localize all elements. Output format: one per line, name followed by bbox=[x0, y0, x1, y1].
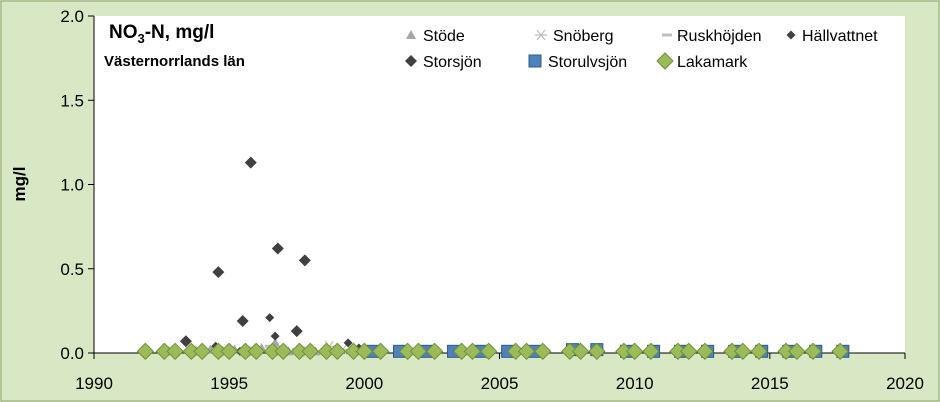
data-point bbox=[271, 242, 284, 255]
x-tick-label: 1995 bbox=[210, 374, 248, 393]
data-point bbox=[625, 342, 644, 361]
x-tick-label: 2015 bbox=[751, 374, 789, 393]
data-point bbox=[274, 342, 292, 361]
data-point bbox=[166, 342, 184, 361]
data-point bbox=[136, 342, 155, 361]
legend-label: Snöberg bbox=[553, 28, 614, 45]
data-point bbox=[734, 342, 752, 361]
legend-label: Hällvattnet bbox=[802, 28, 878, 45]
legend-item: Stöde bbox=[406, 28, 465, 45]
legend-item: Lakamark bbox=[656, 52, 748, 71]
data-point bbox=[298, 254, 311, 267]
chart-title: NO3-N, mg/l bbox=[109, 22, 214, 46]
x-tick-label: 2005 bbox=[481, 374, 519, 393]
data-point bbox=[588, 342, 606, 361]
series-4 bbox=[179, 156, 311, 348]
legend-marker bbox=[528, 54, 542, 68]
data-point bbox=[355, 342, 374, 361]
data-point bbox=[642, 342, 660, 361]
data-point bbox=[193, 342, 211, 361]
data-point bbox=[680, 342, 698, 361]
data-point bbox=[409, 342, 428, 361]
data-point bbox=[425, 342, 444, 361]
legend-label: Stöde bbox=[423, 28, 465, 45]
data-point bbox=[831, 342, 849, 361]
data-point bbox=[463, 342, 482, 361]
legend-marker bbox=[535, 29, 547, 41]
legend: Stöde Snöberg Ruskhöjden Hällvattnet Storsjö… bbox=[405, 28, 878, 71]
data-point bbox=[571, 342, 590, 361]
data-point bbox=[247, 342, 265, 361]
series-6 bbox=[136, 342, 849, 361]
legend-label: Storsjön bbox=[423, 54, 482, 71]
y-tick-label: 1.0 bbox=[60, 176, 84, 195]
x-tick-label: 1990 bbox=[75, 374, 113, 393]
data-point bbox=[179, 335, 192, 348]
x-tick-label: 2000 bbox=[345, 374, 383, 393]
legend-label: Storulvsjön bbox=[548, 54, 627, 71]
y-tick-label: 1.5 bbox=[60, 91, 84, 110]
data-point bbox=[270, 331, 280, 341]
data-point bbox=[804, 342, 822, 361]
data-point bbox=[371, 342, 390, 361]
data-point bbox=[517, 342, 536, 361]
legend-marker bbox=[656, 52, 674, 70]
y-axis-label: mg/l bbox=[10, 167, 29, 202]
data-point bbox=[534, 342, 552, 361]
data-point bbox=[750, 342, 768, 361]
data-point bbox=[220, 342, 238, 361]
x-tick-label: 2020 bbox=[886, 374, 924, 393]
y-tick-label: 2.0 bbox=[60, 7, 84, 26]
legend-item: Storsjön bbox=[405, 54, 482, 71]
data-point bbox=[343, 338, 353, 348]
legend-label: Lakamark bbox=[677, 54, 748, 71]
x-tick-label: 2010 bbox=[616, 374, 654, 393]
legend-item: Storulvsjön bbox=[528, 54, 627, 71]
data-point bbox=[265, 313, 275, 323]
legend-marker bbox=[662, 33, 672, 37]
data-point bbox=[301, 342, 319, 361]
data-points bbox=[136, 156, 850, 361]
chart-subtitle: Västernorrlands län bbox=[104, 53, 245, 70]
data-point bbox=[236, 314, 249, 327]
x-axis-ticks: 1990 1995 2000 2005 2010 2015 2020 bbox=[75, 353, 924, 393]
data-point bbox=[244, 156, 257, 169]
legend-item: Ruskhöjden bbox=[662, 28, 762, 45]
legend-label: Ruskhöjden bbox=[677, 28, 762, 45]
plot-area bbox=[94, 16, 905, 353]
data-point bbox=[696, 342, 714, 361]
y-axis-ticks: 0.0 0.5 1.0 1.5 2.0 bbox=[60, 7, 94, 363]
data-point bbox=[328, 342, 347, 361]
data-point bbox=[290, 325, 303, 338]
legend-marker bbox=[405, 55, 417, 67]
legend-marker-stroke bbox=[536, 29, 546, 41]
y-tick-label: 0.0 bbox=[60, 344, 84, 363]
y-tick-label: 0.5 bbox=[60, 260, 84, 279]
legend-marker bbox=[406, 30, 416, 39]
legend-marker bbox=[786, 30, 796, 40]
legend-item: Hällvattnet bbox=[786, 28, 878, 45]
data-point bbox=[788, 342, 806, 361]
data-point bbox=[479, 342, 498, 361]
data-point bbox=[212, 266, 225, 279]
legend-item: Snöberg bbox=[535, 28, 614, 45]
